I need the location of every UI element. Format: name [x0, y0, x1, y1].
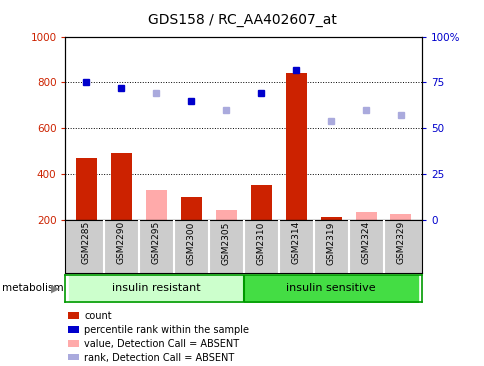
Bar — [390, 214, 410, 220]
Text: GSM2319: GSM2319 — [326, 221, 335, 265]
Bar — [285, 73, 306, 220]
Text: GSM2329: GSM2329 — [395, 221, 405, 265]
Text: ▶: ▶ — [51, 283, 60, 293]
Bar — [146, 190, 166, 220]
Text: GSM2314: GSM2314 — [291, 221, 300, 265]
Text: GSM2300: GSM2300 — [186, 221, 196, 265]
Bar — [355, 212, 376, 220]
Bar — [215, 210, 236, 220]
Text: GSM2310: GSM2310 — [256, 221, 265, 265]
Text: metabolism: metabolism — [2, 283, 64, 293]
Text: GSM2290: GSM2290 — [117, 221, 126, 265]
Text: GSM2305: GSM2305 — [221, 221, 230, 265]
Text: GDS158 / RC_AA402607_at: GDS158 / RC_AA402607_at — [148, 13, 336, 27]
Bar — [181, 197, 201, 220]
Bar — [76, 158, 97, 220]
Text: rank, Detection Call = ABSENT: rank, Detection Call = ABSENT — [84, 353, 234, 363]
Bar — [250, 185, 271, 220]
Text: GSM2324: GSM2324 — [361, 221, 370, 264]
Text: percentile rank within the sample: percentile rank within the sample — [84, 325, 249, 335]
Bar — [111, 153, 132, 220]
Text: GSM2295: GSM2295 — [151, 221, 161, 265]
Text: insulin resistant: insulin resistant — [112, 283, 200, 293]
Bar — [320, 217, 341, 220]
Text: GSM2285: GSM2285 — [82, 221, 91, 265]
Text: count: count — [84, 311, 112, 321]
Text: insulin sensitive: insulin sensitive — [286, 283, 375, 293]
Text: value, Detection Call = ABSENT: value, Detection Call = ABSENT — [84, 339, 239, 349]
